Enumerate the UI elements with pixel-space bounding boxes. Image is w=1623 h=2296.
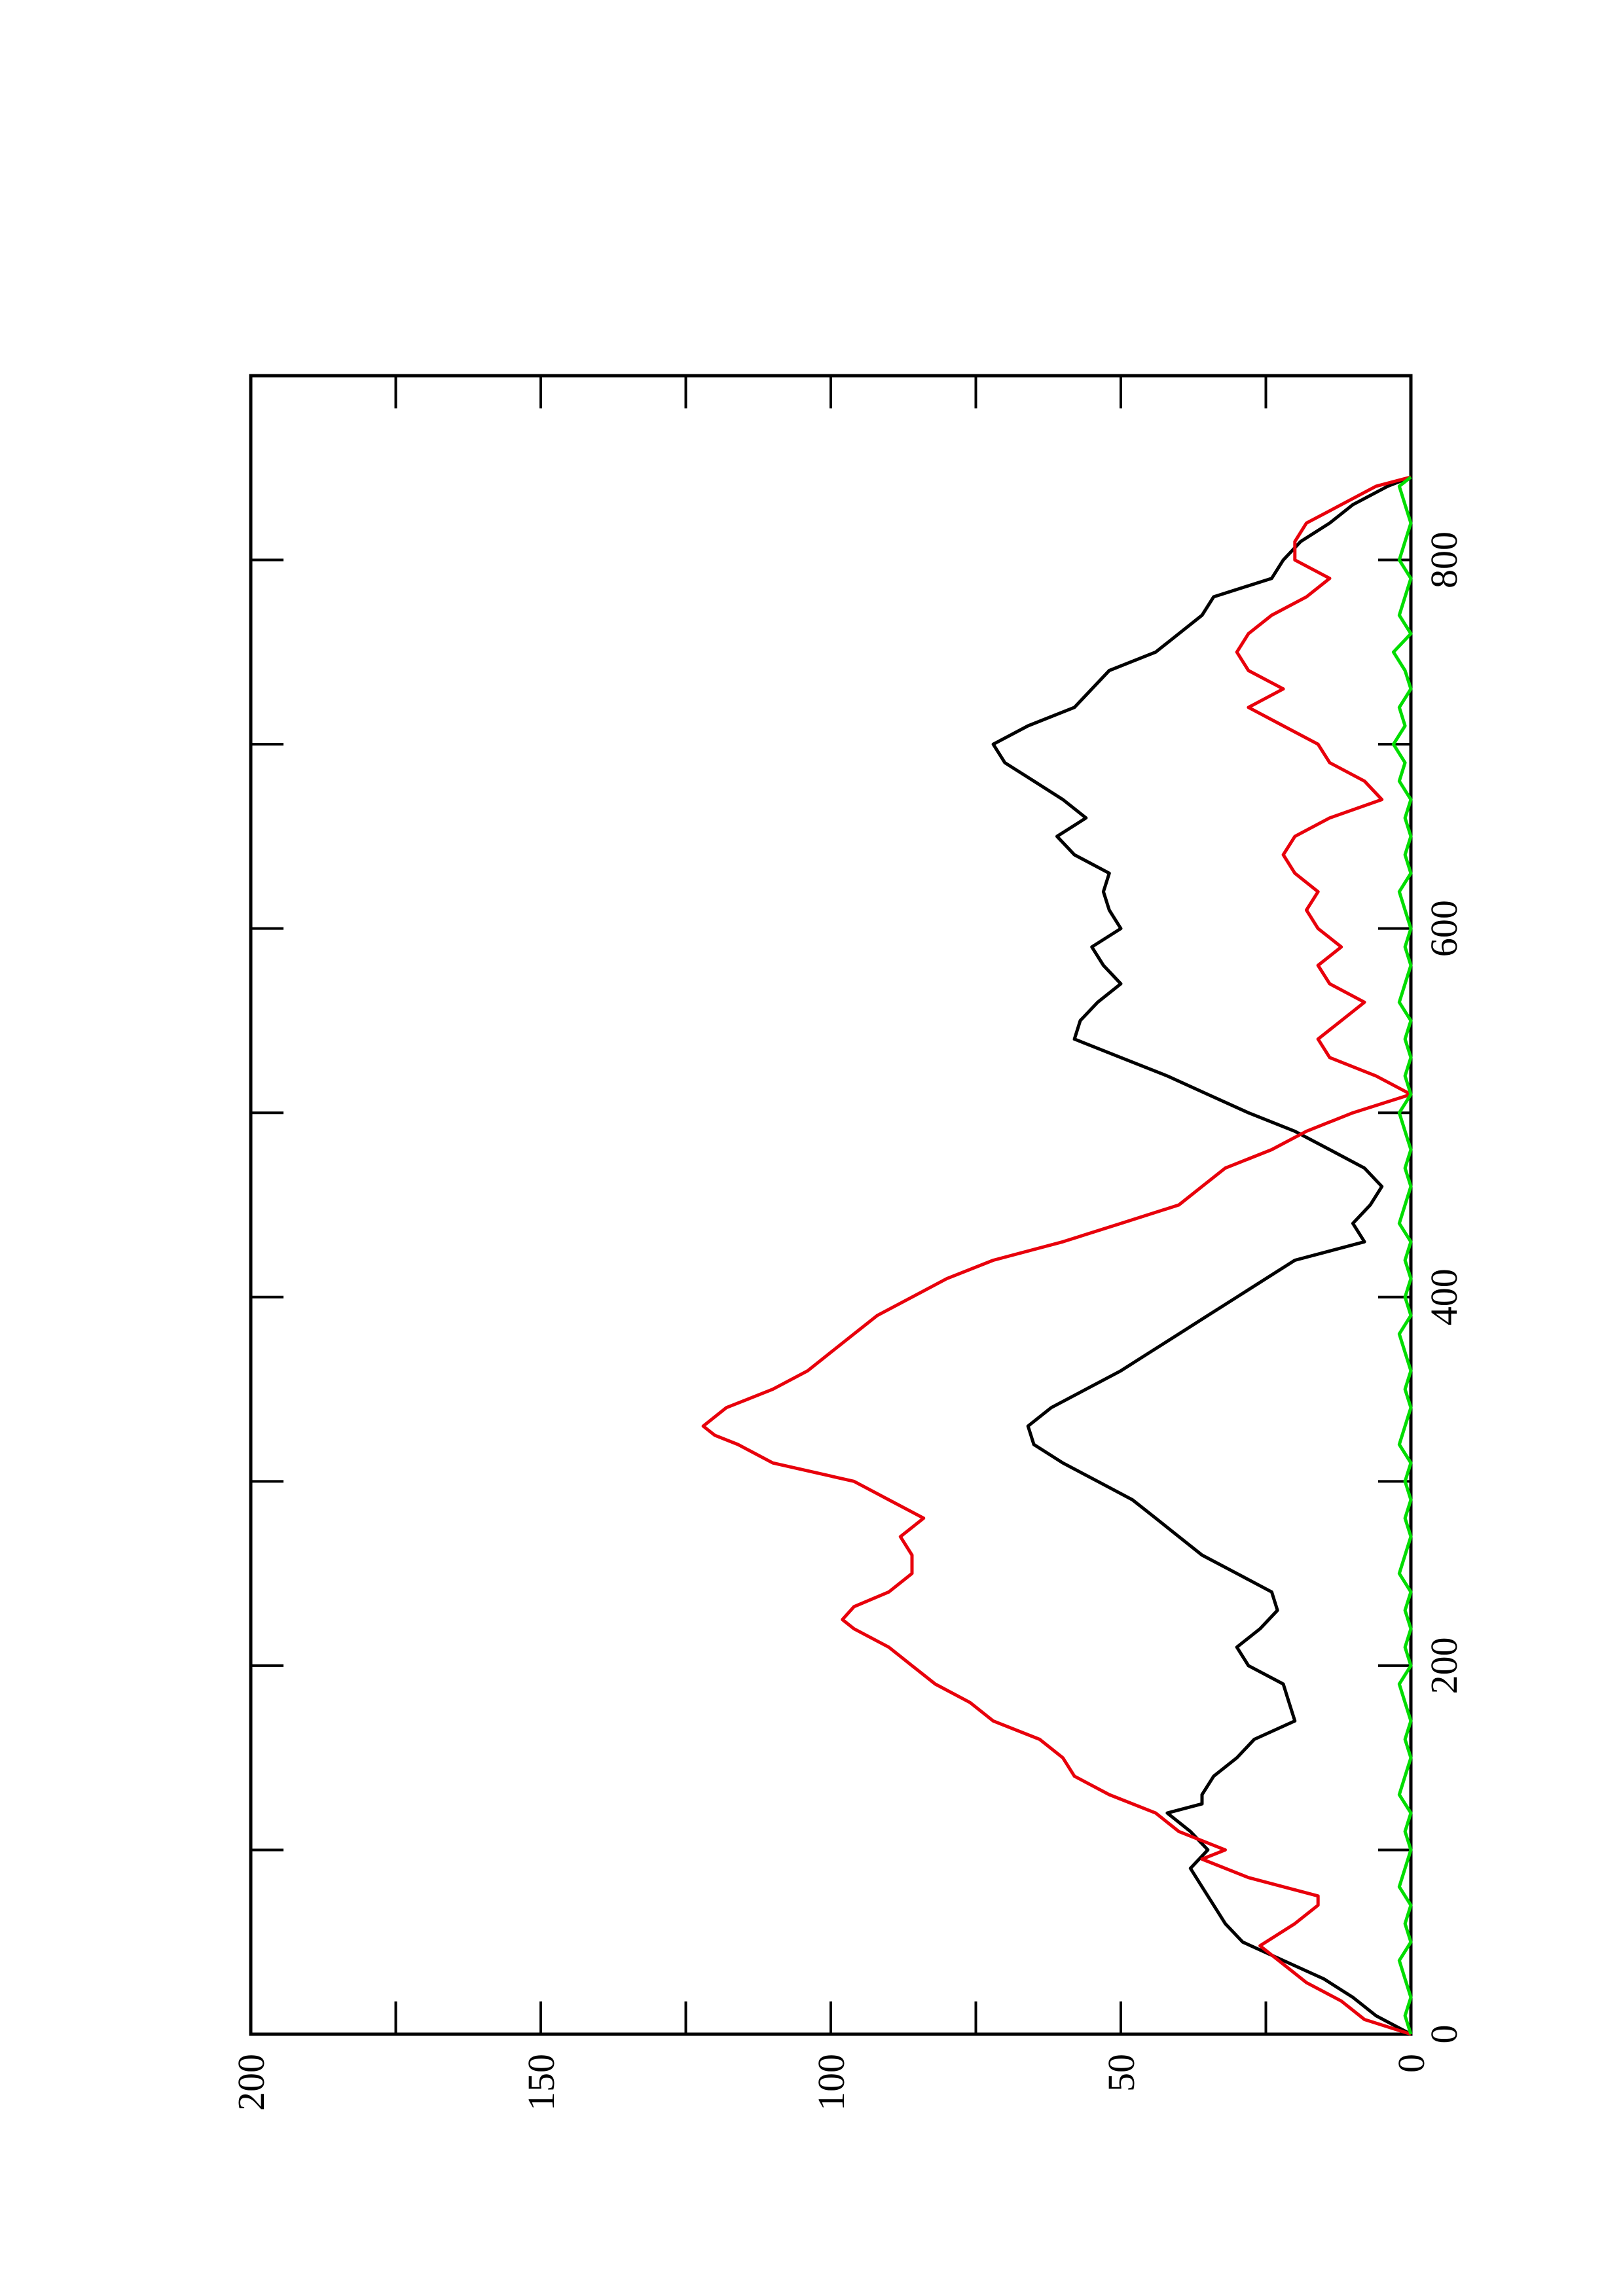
plot-frame <box>249 374 1413 2036</box>
y-tick-label: 0 <box>1390 2054 1432 2073</box>
y-tick-label: 50 <box>1100 2054 1142 2092</box>
x-tick-label: 800 <box>1423 531 1465 588</box>
x-tick-label: 600 <box>1423 900 1465 957</box>
series-layer <box>701 475 1413 2036</box>
y-tick-label: 100 <box>810 2054 852 2111</box>
y-tick-label: 150 <box>520 2054 562 2111</box>
x-tick-label: 200 <box>1423 1637 1465 1694</box>
x-tick-label: 0 <box>1423 2025 1465 2044</box>
axis-tick-labels: 0 200 400 600 800 0 50 100 150 200 <box>230 531 1465 2111</box>
series-line-1 <box>701 475 1413 2036</box>
series-line-2 <box>1391 475 1413 2035</box>
x-tick-label: 400 <box>1423 1268 1465 1325</box>
axis-ticks <box>249 376 1412 2036</box>
y-tick-label: 200 <box>230 2054 272 2111</box>
series-line-0 <box>991 475 1412 2036</box>
